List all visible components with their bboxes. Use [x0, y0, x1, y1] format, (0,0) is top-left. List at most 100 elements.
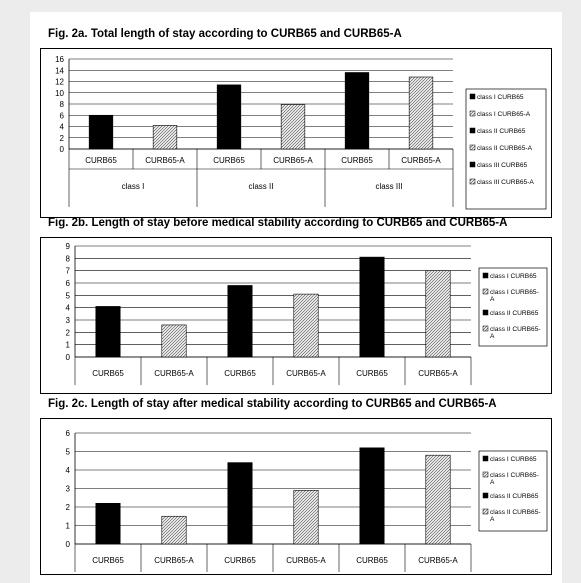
y-tick-label: 12 — [55, 78, 64, 87]
legend-box — [478, 450, 548, 532]
bar — [425, 270, 451, 358]
bar — [293, 490, 319, 545]
y-tick-label: 2 — [60, 134, 65, 143]
y-tick-label: 1 — [66, 341, 71, 350]
chart-2a: 0 2 4 6 8 10 12 14 16 CURB65 CURB65-A CURB65 CURB65-… — [55, 55, 547, 210]
legend-label: class I CURB65 — [490, 273, 537, 280]
x-category-label: CURB65 — [85, 156, 117, 165]
legend-swatch — [482, 471, 489, 478]
bar — [161, 324, 187, 358]
y-tick-label: 5 — [66, 448, 71, 457]
bar — [408, 76, 434, 150]
legend-label: class II CURB65 — [490, 310, 539, 317]
x-category-label: CURB65 — [356, 369, 388, 378]
legend-box — [465, 88, 547, 210]
y-tick-label: 14 — [55, 66, 64, 75]
y-tick-label: 1 — [66, 522, 71, 531]
legend-swatch — [482, 288, 489, 295]
legend-label: class I CURB65-A — [477, 111, 531, 118]
chart-2b: 0 1 2 3 4 5 6 7 8 9 CURB65 CURB65-A CURB65 CURB65-A CU… — [66, 242, 548, 385]
legend-label: class III CURB65-A — [477, 179, 534, 186]
x-category-label: CURB65 — [356, 556, 388, 565]
y-tick-label: 6 — [60, 111, 65, 120]
y-tick-label: 3 — [66, 316, 71, 325]
y-tick-label: 6 — [66, 429, 71, 438]
bar — [216, 84, 242, 150]
bar — [280, 104, 306, 150]
x-category-label: CURB65 — [224, 369, 256, 378]
y-tick-label: 4 — [60, 123, 65, 132]
y-tick-label: 2 — [66, 503, 71, 512]
x-category-label: CURB65-A — [286, 556, 326, 565]
bar — [293, 293, 319, 358]
legend-swatch — [482, 508, 489, 515]
y-tick-label: 0 — [60, 145, 65, 154]
legend-label: class II CURB65-A — [490, 509, 541, 523]
legend-label: class II CURB65 — [490, 493, 539, 500]
bar — [227, 285, 253, 358]
x-group-label: class III — [375, 182, 402, 191]
bar — [95, 503, 121, 545]
bar — [152, 125, 178, 150]
legend-label: class II CURB65-A — [477, 145, 533, 152]
x-category-label: CURB65 — [92, 369, 124, 378]
x-group-label: class II — [249, 182, 274, 191]
x-category-label: CURB65-A — [418, 369, 458, 378]
legend-label: class II CURB65-A — [490, 326, 541, 340]
y-tick-label: 8 — [66, 254, 71, 263]
y-tick-label: 10 — [55, 89, 64, 98]
legend-swatch — [469, 178, 476, 185]
legend-box — [478, 267, 548, 347]
x-category-label: CURB65 — [92, 556, 124, 565]
x-group-label: class I — [122, 182, 145, 191]
legend-swatch — [469, 127, 476, 134]
legend-swatch — [469, 161, 476, 168]
bar — [88, 114, 114, 150]
legend-swatch — [482, 492, 489, 499]
x-category-label: CURB65-A — [286, 369, 326, 378]
chart-title-2c: Fig. 2c. Length of stay after medical st… — [48, 398, 497, 410]
x-category-label: CURB65 — [224, 556, 256, 565]
legend-label: class I CURB65 — [490, 456, 537, 463]
legend-swatch — [469, 144, 476, 151]
bar — [95, 306, 121, 358]
legend-label: class I CURB65-A — [490, 472, 539, 486]
legend-label: class III CURB65 — [477, 162, 528, 169]
x-category-label: CURB65 — [213, 156, 245, 165]
legend-swatch — [482, 309, 489, 316]
x-category-label: CURB65-A — [154, 369, 194, 378]
bar — [161, 515, 187, 545]
y-tick-label: 5 — [66, 291, 71, 300]
y-tick-label: 4 — [66, 304, 71, 313]
chart-panel-2a: 0 2 4 6 8 10 12 14 16 CURB65 CURB65-A CURB65 CURB65-… — [40, 48, 552, 218]
legend-label: class I CURB65 — [477, 94, 524, 101]
legend-swatch — [469, 110, 476, 117]
y-tick-label: 2 — [66, 328, 71, 337]
figure-page: Fig. 2a. Total length of stay according … — [30, 12, 562, 583]
chart-panel-2c: 0 1 2 3 4 5 6 CURB65 CURB65-A CURB65 CURB65-A CURB6… — [40, 418, 552, 575]
legend-label: class II CURB65 — [477, 128, 526, 135]
x-category-label: CURB65 — [341, 156, 373, 165]
y-tick-label: 6 — [66, 279, 71, 288]
legend-swatch — [482, 455, 489, 462]
x-category-label: CURB65-A — [145, 156, 185, 165]
legend-swatch — [482, 272, 489, 279]
y-tick-label: 16 — [55, 55, 64, 64]
x-category-label: CURB65-A — [154, 556, 194, 565]
bar — [359, 447, 385, 545]
y-tick-label: 3 — [66, 485, 71, 494]
chart-title-2b: Fig. 2b. Length of stay before medical s… — [48, 217, 508, 229]
bar — [344, 72, 370, 150]
bar — [227, 462, 253, 545]
y-tick-label: 0 — [66, 540, 71, 549]
bar — [359, 256, 385, 358]
y-tick-label: 4 — [66, 466, 71, 475]
x-category-label: CURB65-A — [401, 156, 441, 165]
y-tick-label: 7 — [66, 267, 71, 276]
legend-swatch — [482, 325, 489, 332]
legend-label: class I CURB65-A — [490, 289, 539, 303]
chart-title-2a: Fig. 2a. Total length of stay according … — [48, 28, 402, 40]
y-tick-label: 9 — [66, 242, 71, 251]
y-tick-label: 0 — [66, 353, 71, 362]
bar — [425, 454, 451, 545]
